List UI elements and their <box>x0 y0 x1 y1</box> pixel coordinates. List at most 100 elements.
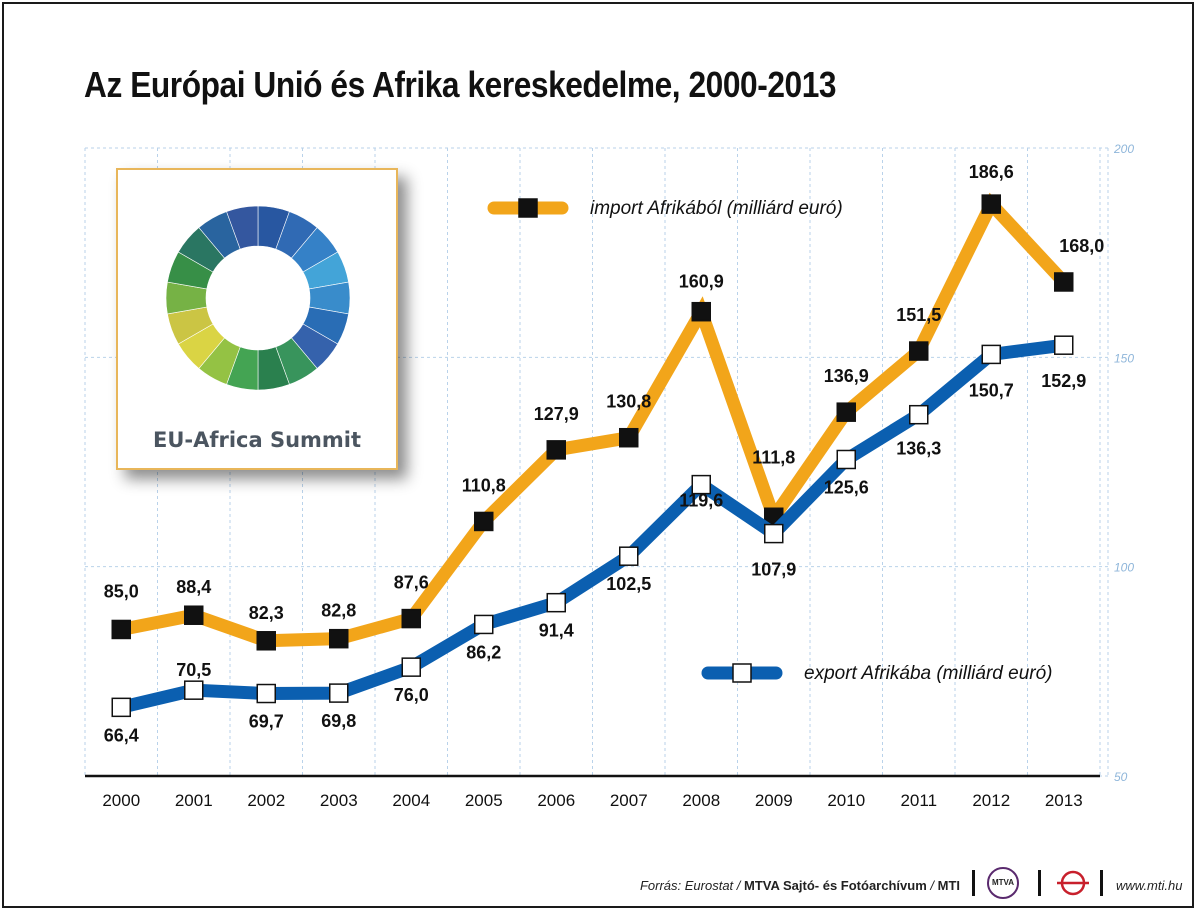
import-data-label: 151,5 <box>896 305 941 325</box>
x-tick-label: 2010 <box>827 791 865 810</box>
x-tick-label: 2007 <box>610 791 648 810</box>
x-tick-label: 2008 <box>682 791 720 810</box>
import-data-label: 85,0 <box>104 581 139 601</box>
import-marker <box>546 440 566 460</box>
import-data-label: 186,6 <box>969 162 1014 182</box>
export-data-label: 152,9 <box>1041 371 1086 391</box>
footer-divider <box>972 870 975 896</box>
export-data-label: 76,0 <box>394 685 429 705</box>
source-archive: MTVA Sajtó- és Fotóarchívum <box>744 878 927 893</box>
import-marker <box>909 341 929 361</box>
export-marker <box>474 614 494 635</box>
footer: Forrás: Eurostat / MTVA Sajtó- és Fotóar… <box>0 860 1200 910</box>
legend-import-label: import Afrikából (milliárd euró) <box>590 198 843 219</box>
export-data-label: 119,6 <box>679 491 723 511</box>
import-marker <box>474 511 494 532</box>
export-marker <box>909 404 929 425</box>
source-mti: MTI <box>937 878 960 893</box>
import-marker <box>184 605 204 625</box>
import-marker <box>836 402 856 422</box>
import-marker <box>401 608 421 629</box>
legend-export-marker <box>732 663 752 683</box>
x-tick-label: 2009 <box>755 791 793 810</box>
x-tick-label: 2003 <box>320 791 358 810</box>
export-data-label: 136,3 <box>896 439 941 459</box>
export-marker <box>256 683 276 704</box>
export-marker <box>184 680 204 700</box>
import-marker <box>619 427 639 448</box>
import-marker <box>981 194 1001 214</box>
legend: import Afrikából (milliárd euró) export A… <box>487 198 1053 684</box>
x-tick-label: 2002 <box>247 791 285 810</box>
export-data-label: 150,7 <box>969 380 1014 400</box>
legend-export-label: export Afrikába (milliárd euró) <box>804 663 1053 684</box>
export-data-label: 107,9 <box>751 560 796 580</box>
chart-title: Az Európai Unió és Afrika kereskedelme, … <box>84 64 837 105</box>
import-data-label: 136,9 <box>824 366 869 386</box>
export-marker <box>329 683 349 703</box>
import-data-label: 168,0 <box>1059 236 1104 256</box>
export-line <box>119 338 1065 714</box>
x-tick-label: 2001 <box>175 791 213 810</box>
import-data-label: 127,9 <box>534 404 579 424</box>
x-tick-label: 2012 <box>972 791 1010 810</box>
export-marker <box>111 697 131 718</box>
x-tick-label: 2013 <box>1045 791 1083 810</box>
export-marker <box>691 474 711 495</box>
export-marker <box>1054 335 1074 355</box>
mti-logo-icon <box>1057 870 1089 896</box>
site-url: www.mti.hu <box>1116 878 1183 893</box>
x-tick-label: 2006 <box>537 791 575 810</box>
x-axis: 2000 2001 2002 2003 2004 2005 2006 2007 2008 2009… <box>85 774 1100 810</box>
import-data-label: 82,3 <box>249 603 284 623</box>
export-data-label: 86,2 <box>466 642 501 662</box>
eu-africa-summit-logo: EU-Africa Summit <box>116 168 398 470</box>
import-data-label: 111,8 <box>752 447 795 467</box>
import-data-label: 160,9 <box>679 272 724 292</box>
ring-segment <box>226 205 259 250</box>
export-data-label: 69,8 <box>321 711 356 731</box>
mtva-logo-icon: MTVA <box>987 867 1019 899</box>
import-data-label: 130,8 <box>606 392 651 412</box>
export-data-label: 70,5 <box>176 660 211 680</box>
ring-logo-icon <box>165 205 351 391</box>
source-credit: Forrás: Eurostat / MTVA Sajtó- és Fotóar… <box>640 878 960 893</box>
line-chart: 50 100 150 200 2000 2001 2002 2003 2004 2005 2006… <box>84 142 1134 810</box>
series-import <box>111 192 1074 651</box>
export-marker <box>981 344 1001 365</box>
grid-lines <box>84 147 1109 777</box>
y-axis: 50 100 150 200 <box>1113 142 1134 784</box>
export-data-label: 69,7 <box>249 712 284 732</box>
y-tick-label: 150 <box>1114 351 1134 365</box>
source-prefix: Forrás: Eurostat / <box>639 878 745 893</box>
import-marker <box>1054 272 1074 292</box>
x-tick-label: 2005 <box>465 791 503 810</box>
legend-import-marker <box>518 198 538 218</box>
export-marker <box>764 523 784 544</box>
x-tick-label: 2011 <box>900 791 937 810</box>
footer-divider <box>1038 870 1041 896</box>
export-data-label: 91,4 <box>539 621 574 641</box>
y-tick-label: 50 <box>1114 770 1128 784</box>
export-marker <box>836 449 856 470</box>
export-marker <box>546 592 566 613</box>
import-data-label: 82,8 <box>321 601 356 621</box>
y-tick-label: 200 <box>1113 142 1134 156</box>
import-line <box>119 192 1069 648</box>
import-marker <box>111 619 131 640</box>
import-data-label: 88,4 <box>176 577 211 597</box>
source-separator: / <box>926 878 938 893</box>
y-tick-label: 100 <box>1114 561 1134 575</box>
import-marker <box>691 301 711 322</box>
export-marker <box>619 546 639 566</box>
import-data-label: 110,8 <box>462 475 506 495</box>
export-data-label: 66,4 <box>104 725 139 745</box>
footer-divider <box>1100 870 1103 896</box>
import-marker <box>329 628 349 649</box>
data-labels: 85,0 88,4 82,3 82,8 87,6 110,8 127,9 130,8 160,9… <box>104 162 1105 745</box>
export-data-label: 125,6 <box>824 477 869 497</box>
series-export <box>111 335 1074 718</box>
logo-label: EU-Africa Summit <box>152 428 362 452</box>
import-marker <box>256 631 276 651</box>
